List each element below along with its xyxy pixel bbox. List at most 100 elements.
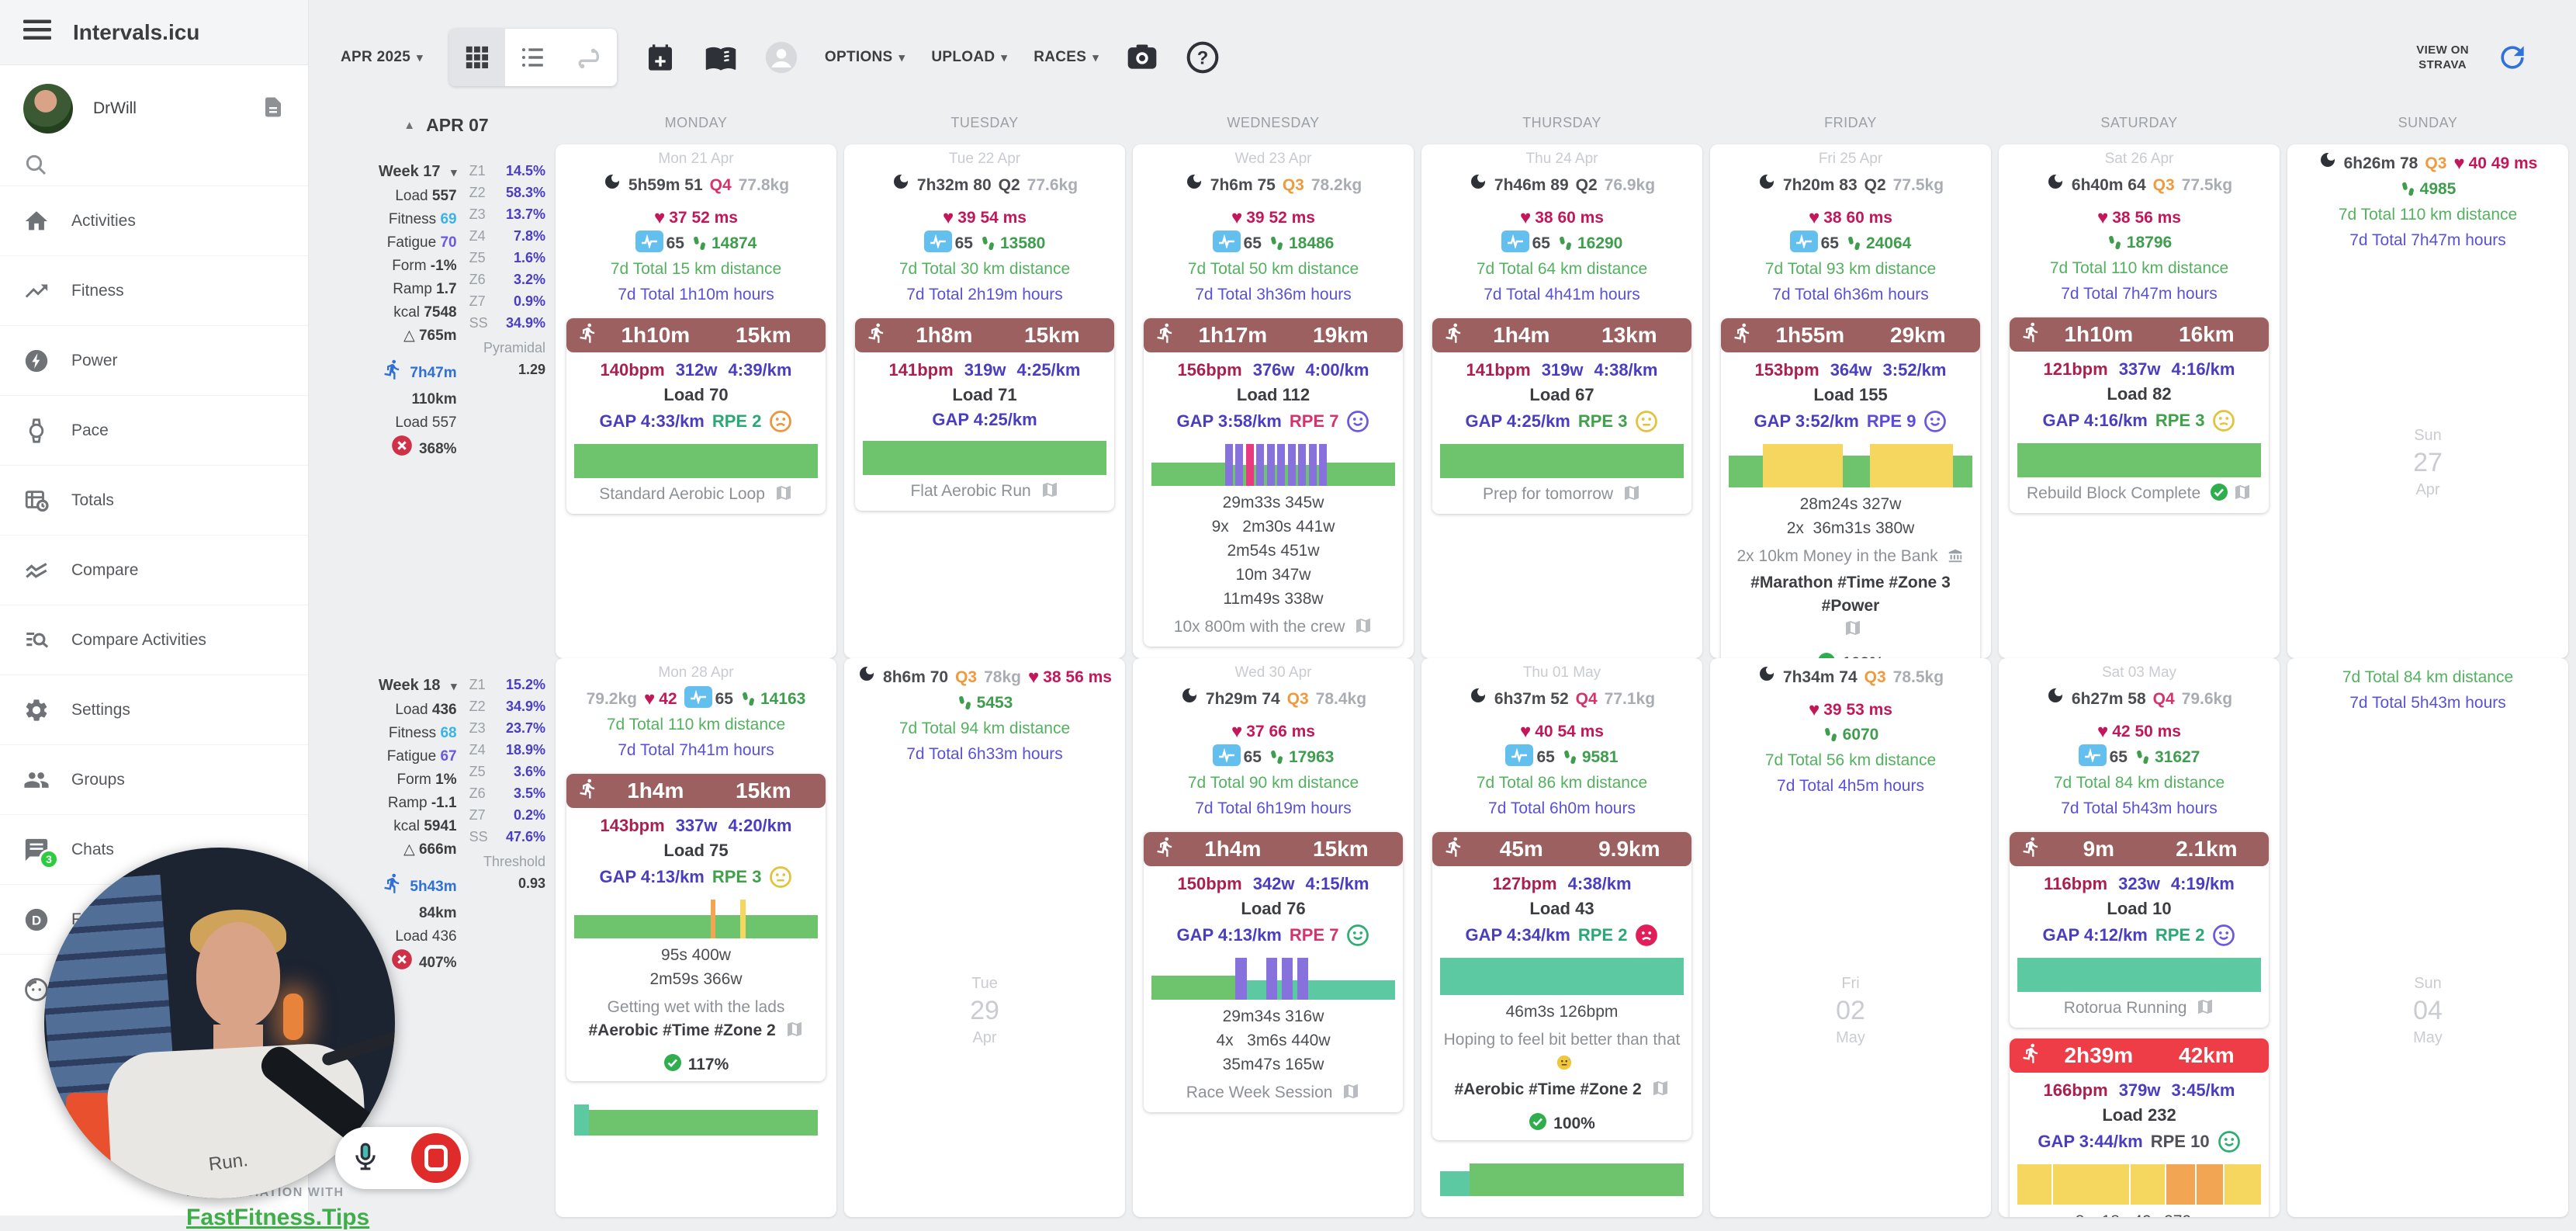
day-card[interactable]: 6h26m 78 Q3 ♥ 40 49 ms 4985 7d Total 110 km d…: [2287, 144, 2568, 658]
week-stat: kcal 5941: [393, 818, 457, 834]
day-card[interactable]: Thu 24 Apr 7h46m 89 Q2 76.9kg ♥ 38 60 ms 65 162…: [1421, 144, 1702, 658]
bar-segment: [1440, 1171, 1470, 1196]
day-card[interactable]: Wed 30 Apr 7h29m 74 Q3 78.4kg ♥ 37 66 ms 65 179…: [1133, 658, 1414, 1217]
bar-segment: [1235, 958, 1247, 1000]
seven-day-hours: 7d Total 6h19m hours: [1195, 799, 1352, 817]
view-on-strava-link[interactable]: VIEW ON STRAVA: [2416, 43, 2469, 71]
activity-card[interactable]: 9m 2.1km 116bpm 323w 4:19/km Load 10 GAP 4:12/…: [2010, 832, 2269, 1028]
user-avatar[interactable]: [23, 84, 73, 134]
sidebar-item-activities[interactable]: Activities: [0, 186, 308, 255]
sidebar-item-pace[interactable]: Pace: [0, 395, 308, 465]
options-menu[interactable]: OPTIONS ▾: [824, 49, 905, 65]
check-circle-icon: [1817, 652, 1836, 658]
distribution-value: 1.29: [518, 362, 545, 377]
bar-segment: [2051, 1164, 2053, 1205]
week-label[interactable]: Week 18 ▾: [378, 677, 457, 694]
list-view-button[interactable]: [504, 29, 561, 86]
stop-record-button[interactable]: [411, 1133, 461, 1183]
day-watermark: Sun 04 May: [2413, 975, 2443, 1046]
races-menu[interactable]: RACES ▾: [1034, 49, 1099, 65]
sidebar-item-power[interactable]: Power: [0, 325, 308, 395]
route-view-button[interactable]: [560, 29, 617, 86]
sidebar-header: Intervals.icu: [0, 0, 308, 65]
webcam-overlay[interactable]: Run.: [44, 848, 395, 1198]
activity-card[interactable]: 1h10m 15km 140bpm 312w 4:39/km Load 70 GAP 4:3…: [566, 318, 826, 514]
day-card[interactable]: Sat 03 May 6h27m 58 Q4 79.6kg ♥ 42 50 ms 65 316…: [1999, 658, 2280, 1217]
menu-icon[interactable]: [23, 19, 51, 45]
zone-row: Z1 14.5%: [469, 163, 545, 179]
activity-card[interactable]: 1h8m 15km 141bpm 319w 4:25/km Load 71 GAP 4:25…: [855, 318, 1114, 511]
user-row[interactable]: DrWill: [0, 65, 308, 141]
activity-bar-chart: [2017, 443, 2261, 477]
calendar-add-icon[interactable]: [643, 40, 677, 75]
day-card[interactable]: 7h34m 74 Q3 78.5kg ♥ 39 53 ms 6070 7d Total 56…: [1710, 658, 1991, 1217]
week-run-load: Load 557: [395, 414, 457, 431]
runner-icon: [577, 778, 599, 805]
sidebar-item-groups[interactable]: Groups: [0, 744, 308, 814]
activity-card[interactable]: 2h39m 42km 166bpm 379w 3:45/km Load 232 GAP 3:…: [2010, 1039, 2269, 1217]
month-picker[interactable]: APR 2025 ▾: [341, 49, 423, 65]
grid-view-button[interactable]: [448, 29, 505, 86]
sidebar-item-compare-activities[interactable]: Compare Activities: [0, 605, 308, 674]
brand-label: FastFitness.Tips: [186, 1205, 370, 1230]
chevron-down-icon: ▾: [1092, 51, 1099, 64]
heart-icon: ♥: [2097, 207, 2109, 228]
bar-segment: [1245, 444, 1254, 486]
activity-bar-chart: [574, 444, 818, 478]
search-icon[interactable]: [23, 154, 48, 180]
readiness-badge: 65: [684, 686, 733, 712]
day-card[interactable]: Tue 22 Apr 7h32m 80 Q2 77.6kg ♥ 39 54 ms 65 135…: [844, 144, 1125, 658]
view-switcher: [448, 29, 617, 86]
check-circle-icon: [1529, 1112, 1547, 1136]
day-card[interactable]: 8h6m 70 Q3 78kg ♥ 38 56 ms 5453 7d Total 94 km…: [844, 658, 1125, 1217]
library-icon[interactable]: [704, 40, 738, 75]
map-icon: [774, 484, 793, 509]
zone-row: Z2 58.3%: [469, 185, 545, 200]
day-card[interactable]: Fri 25 Apr 7h20m 83 Q2 77.5kg ♥ 38 60 ms 65 240…: [1710, 144, 1991, 658]
chevron-down-icon: ▾: [1001, 51, 1008, 64]
activity-card[interactable]: 1h55m 29km 153bpm 364w 3:52/km Load 155 GAP 3:…: [1721, 318, 1980, 658]
day-card[interactable]: Sat 26 Apr 6h40m 64 Q3 77.5kg ♥ 38 56 ms 18796…: [1999, 144, 2280, 658]
activity-card[interactable]: 1h10m 16km 121bpm 337w 4:16/km Load 82 GAP 4:1…: [2010, 317, 2269, 513]
main-area: APR 2025 ▾ OPTIONS ▾ UPLOAD ▾ RACES ▾: [310, 0, 2576, 1217]
camera-icon[interactable]: [1125, 40, 1159, 75]
collapse-icon[interactable]: ▲: [403, 119, 416, 132]
activity-card[interactable]: 1h17m 19km 156bpm 376w 4:00/km Load 112 GAP 3:…: [1144, 318, 1403, 647]
upload-menu[interactable]: UPLOAD ▾: [931, 49, 1008, 65]
day-watermark: Sun 27 Apr: [2413, 427, 2443, 498]
mic-button[interactable]: [351, 1142, 380, 1175]
seven-day-distance: 7d Total 30 km distance: [898, 260, 1071, 278]
day-card[interactable]: Thu 01 May 6h37m 52 Q4 77.1kg ♥ 40 54 ms 65 958…: [1421, 658, 1702, 1217]
help-icon[interactable]: ?: [1186, 40, 1220, 75]
interval-summary: 46m3s 126bpm: [1505, 1003, 1619, 1021]
period-label[interactable]: ▲ APR 07: [403, 115, 489, 135]
steps-value: 5453: [957, 691, 1013, 716]
day-watermark: Tue 29 Apr: [970, 975, 999, 1046]
wellness-line: 7h29m 74 Q3 78.4kg ♥ 37 66 ms: [1142, 686, 1404, 744]
refresh-icon[interactable]: [2495, 40, 2529, 75]
activity-card[interactable]: 1h4m 15km 150bpm 342w 4:15/km Load 76 GAP 4:13…: [1144, 832, 1403, 1112]
activity-card[interactable]: 45m 9.9km 127bpm 4:38/km Load 43 GAP 4:34/km R…: [1432, 832, 1691, 1140]
feel-face-icon: [2212, 409, 2235, 432]
sidebar-item-totals[interactable]: Totals: [0, 465, 308, 535]
day-card[interactable]: 7d Total 84 km distance 7d Total 5h43m ho…: [2287, 658, 2568, 1217]
activity-card[interactable]: 1h4m 13km 141bpm 319w 4:38/km Load 67 GAP 4:25…: [1432, 318, 1691, 514]
bar-segment: [2224, 1164, 2262, 1205]
day-card[interactable]: Wed 23 Apr 7h6m 75 Q3 78.2kg ♥ 39 52 ms 65 1848…: [1133, 144, 1414, 658]
sidebar-item-fitness[interactable]: Fitness: [0, 255, 308, 325]
search-row[interactable]: [0, 141, 308, 186]
notes-icon[interactable]: [261, 95, 285, 123]
activity-stats-line: 141bpm 319w 4:38/km: [1466, 360, 1658, 380]
sidebar-item-chats[interactable]: 3 Chats: [0, 814, 308, 884]
athlete-avatar-icon[interactable]: [764, 40, 798, 75]
gear-icon: [23, 697, 50, 723]
bar-segment: [1308, 444, 1317, 486]
sidebar-item-settings[interactable]: Settings: [0, 674, 308, 744]
activity-card[interactable]: 1h4m 15km 143bpm 337w 4:20/km Load 75 GAP 4:13…: [566, 774, 826, 1081]
bar-segment: [574, 1104, 589, 1136]
day-card[interactable]: Mon 21 Apr 5h59m 51 Q4 77.8kg ♥ 37 52 ms 65 148…: [556, 144, 836, 658]
sleep-icon: [2046, 686, 2065, 713]
day-card[interactable]: Mon 28 Apr 79.2kg ♥ 42 65 14163 7d Total 110 k…: [556, 658, 836, 1217]
sidebar-item-compare[interactable]: Compare: [0, 535, 308, 605]
week-label[interactable]: Week 17 ▾: [378, 163, 457, 180]
